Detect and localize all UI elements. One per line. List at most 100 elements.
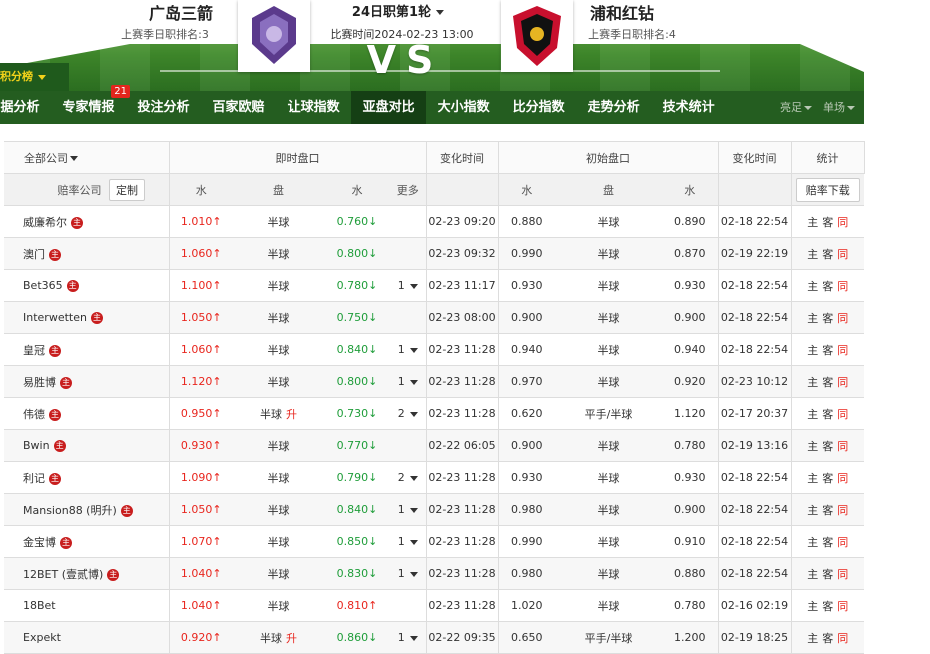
more-count[interactable]: 2 [397,407,405,420]
odds-row[interactable]: 易胜博主 1.120↑ 半球 0.800↓ 1 02-23 11:28 0.970 半球 0.9… [4,365,864,398]
nav-item[interactable]: 投注分析 [126,91,201,124]
stats-link[interactable]: 同 [837,439,849,453]
stats-link[interactable]: 主 [807,407,819,421]
company-name[interactable]: 澳门 [23,247,45,261]
stats-link[interactable]: 同 [837,247,849,261]
odds-row[interactable]: 金宝博主 1.070↑ 半球 0.850↓ 1 02-23 11:28 0.990 半球 0.9… [4,525,864,558]
company-name[interactable]: Bet365 [23,279,63,292]
stats-link[interactable]: 同 [837,311,849,325]
odds-row[interactable]: Bet365 主 1.100↑ 半球 0.780↓ 1 02-23 11:17 0.930 半球… [4,269,864,302]
stats-link[interactable]: 客 [822,343,834,357]
stats-link[interactable]: 同 [837,215,849,229]
company-filter[interactable]: 全部公司 [4,141,170,174]
stats-link[interactable]: 同 [837,599,849,613]
company-name[interactable]: Mansion88 (明升) [23,503,117,517]
stats-link[interactable]: 客 [822,631,834,645]
stats-link[interactable]: 客 [822,215,834,229]
nav-item[interactable]: 据分析 [0,91,51,124]
nav-item[interactable]: 让球指数 [276,91,351,124]
odds-row[interactable]: Expekt 0.920↑ 半球升 0.860↓ 1 02-22 09:35 0.650 平手… [4,621,864,654]
company-name[interactable]: Expekt [23,631,61,644]
more-count[interactable]: 1 [397,503,405,516]
stats-link[interactable]: 同 [837,343,849,357]
stats-link[interactable]: 主 [807,279,819,293]
stats-link[interactable]: 主 [807,215,819,229]
more-count[interactable]: 1 [397,279,405,292]
home-logo[interactable] [238,0,310,72]
stats-link[interactable]: 客 [822,375,834,389]
download-button[interactable]: 赔率下载 [795,177,860,202]
stats-link[interactable]: 主 [807,535,819,549]
nav-item[interactable]: 亚盘对比 [351,91,427,124]
stats-link[interactable]: 同 [837,279,849,293]
nav-item[interactable]: 比分指数 [501,91,576,124]
more-count[interactable]: 2 [397,471,405,484]
nav-option[interactable]: 亮足 [780,91,812,124]
stats-link[interactable]: 同 [837,503,849,517]
company-name[interactable]: 皇冠 [23,343,45,357]
company-name[interactable]: 金宝博 [23,535,56,549]
stats-link[interactable]: 客 [822,439,834,453]
company-name[interactable]: 威廉希尔 [23,215,67,229]
company-name[interactable]: 18Bet [23,599,56,612]
stats-link[interactable]: 主 [807,311,819,325]
odds-row[interactable]: Mansion88 (明升) 主 1.050↑ 半球 0.840↓ 1 02-23 11:2… [4,493,864,526]
stats-link[interactable]: 主 [807,599,819,613]
stats-link[interactable]: 同 [837,631,849,645]
more-count[interactable]: 1 [397,375,405,388]
stats-link[interactable]: 同 [837,567,849,581]
odds-row[interactable]: Bwin 主 0.930↑ 半球 0.770↓ 02-22 06:05 0.900 半球 0.7… [4,429,864,462]
away-logo[interactable] [501,0,573,72]
odds-row[interactable]: 皇冠主 1.060↑ 半球 0.840↓ 1 02-23 11:28 0.940 半球 0.94… [4,333,864,366]
home-team[interactable]: 广岛三箭 [148,4,214,23]
odds-row[interactable]: 12BET (壹贰博) 主 1.040↑ 半球 0.830↓ 1 02-23 11:28 0.… [4,557,864,590]
nav-item[interactable]: 专家情报 21 [51,85,131,124]
nav-item[interactable]: 百家欧赔 [201,91,276,124]
stats-link[interactable]: 客 [822,247,834,261]
stats-link[interactable]: 客 [822,599,834,613]
stats-link[interactable]: 客 [822,471,834,485]
more-count[interactable]: 1 [397,631,405,644]
stats-link[interactable]: 主 [807,567,819,581]
stats-link[interactable]: 同 [837,535,849,549]
more-count[interactable]: 1 [397,567,405,580]
round-select[interactable]: 24日职第1轮 [352,1,445,20]
odds-row[interactable]: Interwetten 主 1.050↑ 半球 0.750↓ 02-23 08:00 0.9… [4,301,864,334]
odds-row[interactable]: 威廉希尔主 1.010↑ 半球 0.760↓ 02-23 09:20 0.880 半球 0.8… [4,205,864,238]
company-name[interactable]: Bwin [23,439,50,452]
customize-button[interactable]: 定制 [109,178,145,201]
odds-row[interactable]: 利记主 1.090↑ 半球 0.790↓ 2 02-23 11:28 0.930 半球 0.93… [4,461,864,494]
stats-link[interactable]: 客 [822,503,834,517]
company-name[interactable]: Interwetten [23,311,87,324]
stats-link[interactable]: 同 [837,471,849,485]
more-count[interactable]: 1 [397,343,405,356]
standings-tab[interactable]: 积分榜 [0,63,69,91]
more-count[interactable]: 1 [397,535,405,548]
odds-row[interactable]: 18Bet 1.040↑ 半球 0.810↑ 02-23 11:28 1.020 半球 0.7… [4,589,864,622]
company-name[interactable]: 利记 [23,471,45,485]
stats-link[interactable]: 主 [807,471,819,485]
odds-row[interactable]: 伟德主 0.950↑ 半球升 0.730↓ 2 02-23 11:28 0.620 平手/半球… [4,397,864,430]
away-team[interactable]: 浦和红钻 [589,4,655,23]
stats-link[interactable]: 主 [807,503,819,517]
stats-link[interactable]: 客 [822,407,834,421]
stats-link[interactable]: 客 [822,567,834,581]
stats-link[interactable]: 客 [822,279,834,293]
nav-option[interactable]: 单场 [823,91,855,124]
stats-link[interactable]: 主 [807,247,819,261]
nav-item[interactable]: 大小指数 [426,91,501,124]
nav-item[interactable]: 走势分析 [576,91,651,124]
stats-link[interactable]: 主 [807,439,819,453]
company-name[interactable]: 易胜博 [23,375,56,389]
stats-link[interactable]: 主 [807,343,819,357]
nav-item[interactable]: 技术统计 [651,91,726,124]
stats-link[interactable]: 同 [837,375,849,389]
stats-link[interactable]: 客 [822,535,834,549]
stats-link[interactable]: 主 [807,631,819,645]
company-name[interactable]: 伟德 [23,407,45,421]
odds-row[interactable]: 澳门主 1.060↑ 半球 0.800↓ 02-23 09:32 0.990 半球 0.870… [4,237,864,270]
stats-link[interactable]: 主 [807,375,819,389]
stats-link[interactable]: 客 [822,311,834,325]
company-name[interactable]: 12BET (壹贰博) [23,567,104,581]
stats-link[interactable]: 同 [837,407,849,421]
